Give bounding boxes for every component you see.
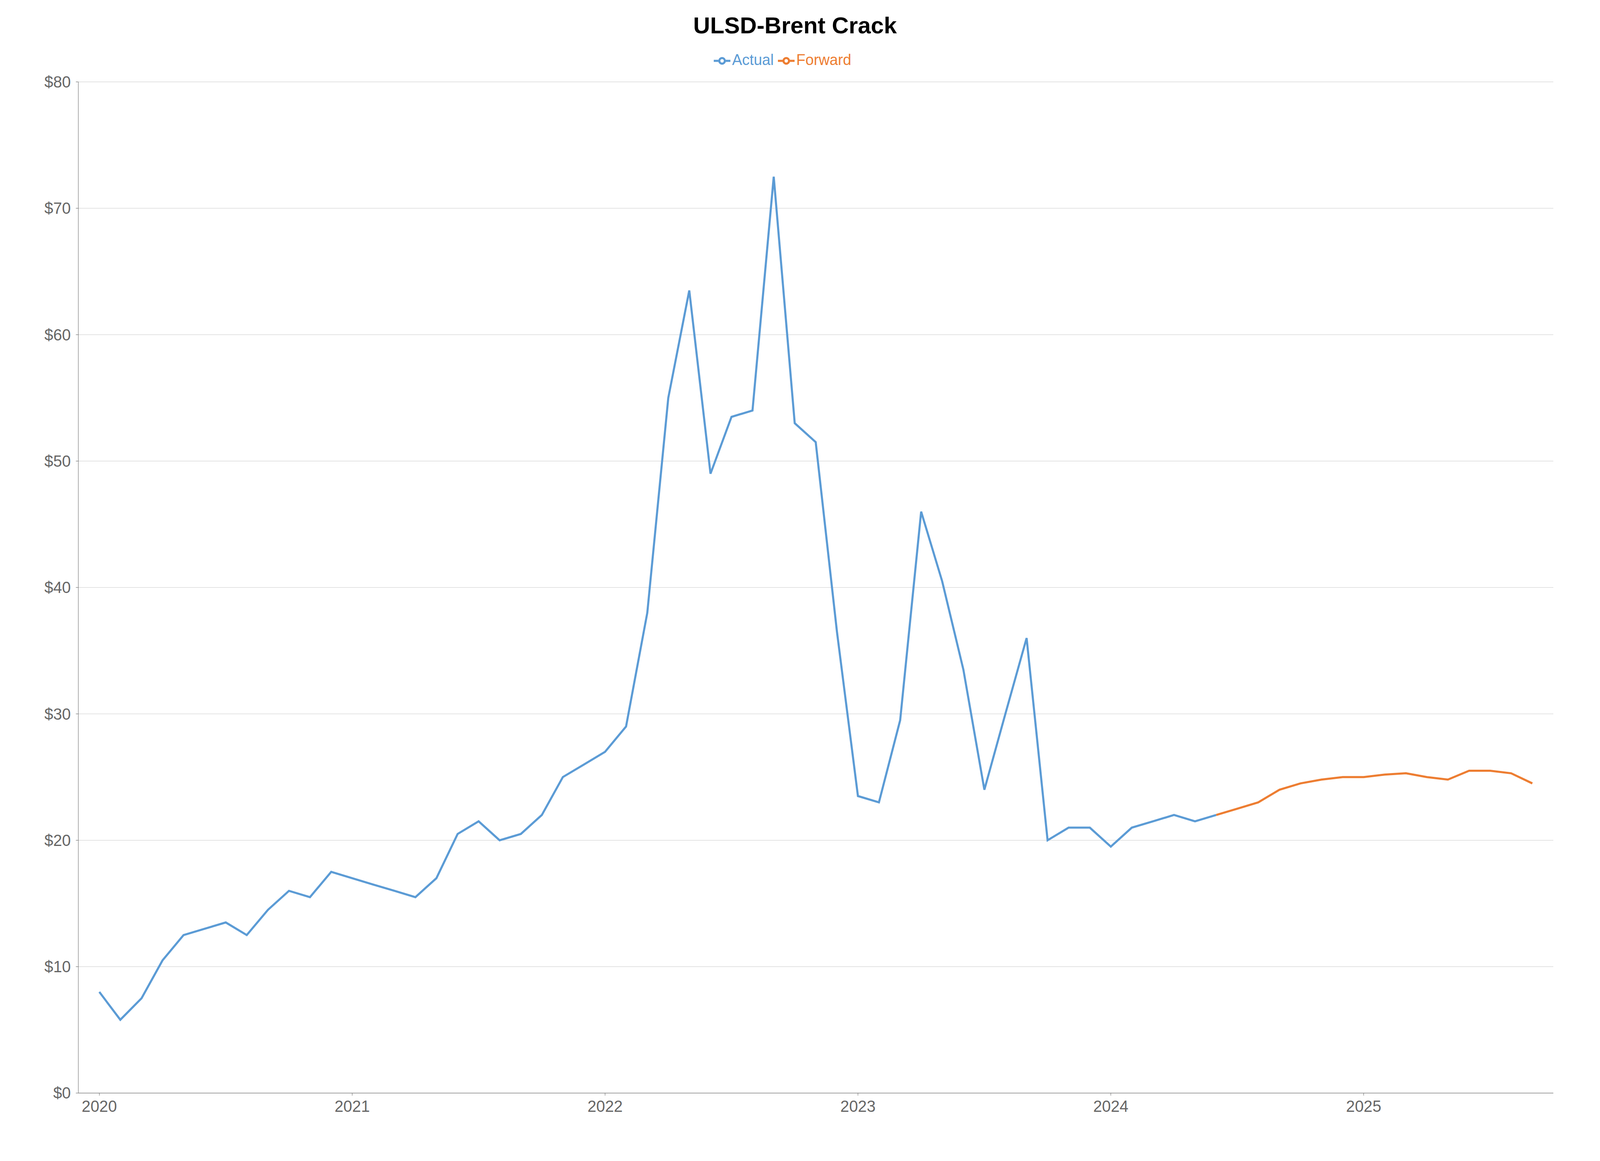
svg-text:$70: $70 [44,199,71,218]
svg-text:2020: 2020 [81,1097,118,1115]
svg-text:2024: 2024 [1093,1097,1129,1115]
svg-text:$0: $0 [53,1084,71,1102]
svg-text:2022: 2022 [587,1097,623,1115]
svg-text:2025: 2025 [1346,1097,1382,1115]
svg-text:$20: $20 [44,831,71,850]
html-text:Actual: Actual [732,51,774,69]
svg-text:2023: 2023 [840,1097,876,1115]
html-text:ULSD-Brent Crack: ULSD-Brent Crack [693,12,897,39]
svg-text:$40: $40 [44,578,71,597]
svg-text:$30: $30 [44,705,71,723]
svg-text:$60: $60 [44,326,71,344]
svg-text:$50: $50 [44,452,71,470]
svg-text:$10: $10 [44,957,71,976]
svg-text:2021: 2021 [334,1097,370,1115]
svg-text:$80: $80 [44,73,71,91]
html-text:Forward: Forward [796,51,852,69]
